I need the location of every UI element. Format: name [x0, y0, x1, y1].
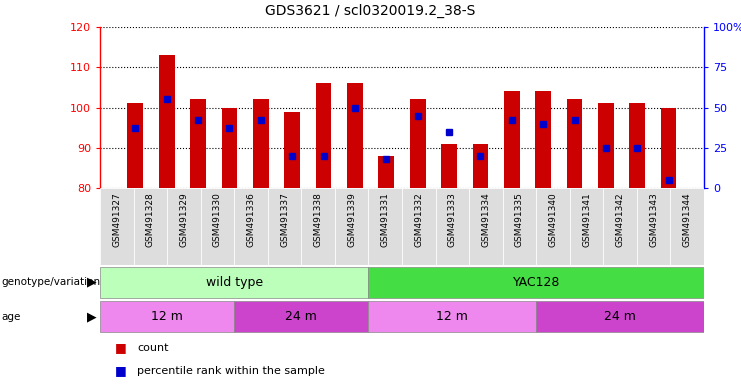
- Bar: [502, 188, 536, 265]
- Bar: [598, 104, 614, 188]
- Text: GSM491331: GSM491331: [381, 192, 390, 247]
- Text: YAC128: YAC128: [513, 276, 560, 289]
- Bar: [410, 99, 425, 188]
- Text: GDS3621 / scl0320019.2_38-S: GDS3621 / scl0320019.2_38-S: [265, 4, 476, 18]
- Bar: [629, 104, 645, 188]
- Bar: [285, 112, 300, 188]
- Text: GSM491339: GSM491339: [348, 192, 356, 247]
- Bar: [159, 55, 175, 188]
- Bar: [504, 91, 519, 188]
- Bar: [335, 188, 368, 265]
- Bar: [536, 301, 704, 332]
- Text: GSM491343: GSM491343: [649, 192, 658, 247]
- Bar: [469, 188, 502, 265]
- Bar: [441, 144, 457, 188]
- Text: 12 m: 12 m: [151, 310, 183, 323]
- Text: GSM491342: GSM491342: [616, 192, 625, 247]
- Text: percentile rank within the sample: percentile rank within the sample: [137, 366, 325, 376]
- Bar: [253, 99, 269, 188]
- Text: ▶: ▶: [87, 276, 96, 289]
- Bar: [347, 83, 363, 188]
- Text: ■: ■: [115, 364, 127, 377]
- Bar: [570, 188, 603, 265]
- Text: ▶: ▶: [87, 310, 96, 323]
- Text: age: age: [1, 312, 21, 322]
- Text: GSM491334: GSM491334: [482, 192, 491, 247]
- Bar: [473, 144, 488, 188]
- Bar: [100, 188, 133, 265]
- Bar: [302, 188, 335, 265]
- Bar: [368, 301, 536, 332]
- Bar: [268, 188, 302, 265]
- Bar: [402, 188, 436, 265]
- Bar: [671, 188, 704, 265]
- Text: count: count: [137, 343, 169, 353]
- Bar: [100, 301, 234, 332]
- Text: GSM491341: GSM491341: [582, 192, 591, 247]
- Bar: [536, 188, 570, 265]
- Bar: [234, 301, 368, 332]
- Text: ■: ■: [115, 341, 127, 354]
- Text: GSM491332: GSM491332: [414, 192, 423, 247]
- Bar: [167, 188, 201, 265]
- Text: 24 m: 24 m: [604, 310, 636, 323]
- Bar: [190, 99, 206, 188]
- Text: GSM491335: GSM491335: [515, 192, 524, 247]
- Bar: [368, 188, 402, 265]
- Text: GSM491330: GSM491330: [213, 192, 222, 247]
- Text: GSM491329: GSM491329: [179, 192, 188, 247]
- Text: 24 m: 24 m: [285, 310, 317, 323]
- Bar: [133, 188, 167, 265]
- Bar: [100, 267, 368, 298]
- Bar: [201, 188, 234, 265]
- Text: GSM491337: GSM491337: [280, 192, 289, 247]
- Text: 12 m: 12 m: [436, 310, 468, 323]
- Text: genotype/variation: genotype/variation: [1, 277, 101, 287]
- Bar: [316, 83, 331, 188]
- Text: GSM491333: GSM491333: [448, 192, 456, 247]
- Text: GSM491328: GSM491328: [146, 192, 155, 247]
- Bar: [436, 188, 469, 265]
- Bar: [535, 91, 551, 188]
- Bar: [661, 108, 677, 188]
- Bar: [368, 267, 704, 298]
- Bar: [567, 99, 582, 188]
- Text: GSM491344: GSM491344: [682, 192, 691, 247]
- Bar: [234, 188, 268, 265]
- Text: wild type: wild type: [206, 276, 263, 289]
- Bar: [379, 156, 394, 188]
- Bar: [127, 104, 143, 188]
- Text: GSM491327: GSM491327: [113, 192, 122, 247]
- Bar: [222, 108, 237, 188]
- Text: GSM491336: GSM491336: [247, 192, 256, 247]
- Bar: [603, 188, 637, 265]
- Text: GSM491340: GSM491340: [548, 192, 557, 247]
- Bar: [637, 188, 671, 265]
- Text: GSM491338: GSM491338: [313, 192, 322, 247]
